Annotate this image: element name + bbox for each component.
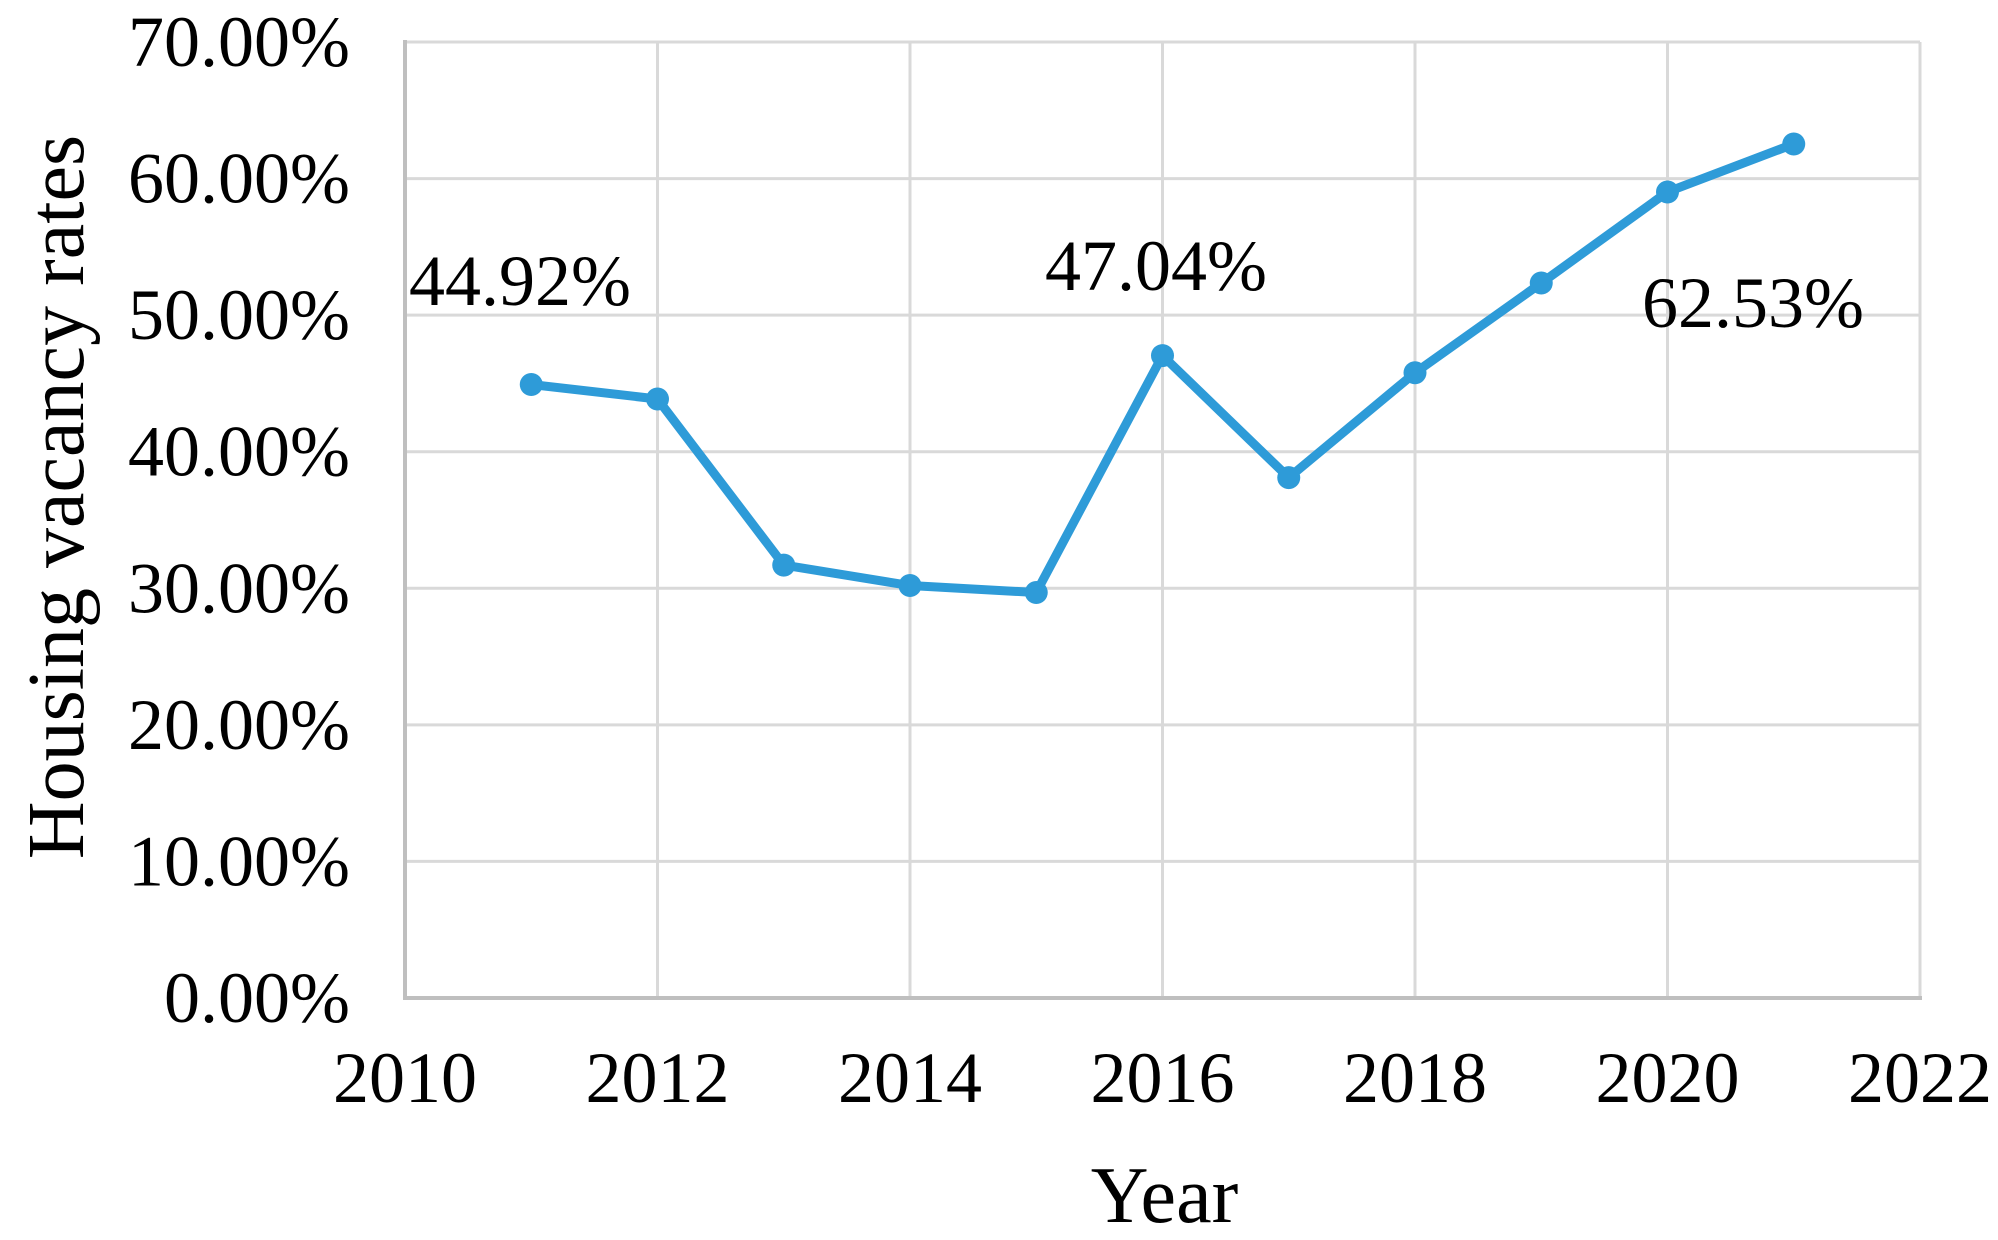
y-tick-label: 0.00% [164,958,350,1038]
x-tick-label: 2016 [1091,1038,1235,1118]
data-point-2013 [772,553,796,577]
data-point-2016 [1151,344,1174,368]
y-axis-title: Housing vacancy rates [13,134,101,860]
x-tick-label: 2014 [838,1038,982,1118]
data-point-2012 [646,387,669,411]
y-tick-label: 30.00% [128,548,350,628]
x-tick-label: 2020 [1596,1038,1740,1118]
data-point-2014 [898,574,922,598]
x-tick-label: 2018 [1343,1038,1487,1118]
y-tick-label: 20.00% [128,685,350,765]
x-axis-title: Year [1090,1152,1239,1240]
y-tick-label: 50.00% [128,275,350,355]
data-point-2020 [1656,180,1679,204]
y-tick-label: 70.00% [128,2,350,82]
data-point-2019 [1529,271,1553,295]
data-point-2018 [1403,361,1427,385]
data-point-2015 [1024,581,1048,605]
x-tick-label: 2010 [333,1038,477,1118]
y-tick-label: 10.00% [128,821,350,901]
y-tick-label: 40.00% [128,412,350,492]
data-point-2011 [519,373,543,397]
x-tick-label: 2012 [586,1038,730,1118]
y-tick-label: 60.00% [128,139,350,219]
x-tick-label: 2022 [1848,1038,1992,1118]
data-point-2017 [1277,466,1301,490]
data-label-2011: 44.92% [409,241,631,321]
data-label-2021: 62.53% [1642,263,1864,343]
data-label-2016: 47.04% [1045,226,1267,306]
data-point-2021 [1782,132,1806,156]
